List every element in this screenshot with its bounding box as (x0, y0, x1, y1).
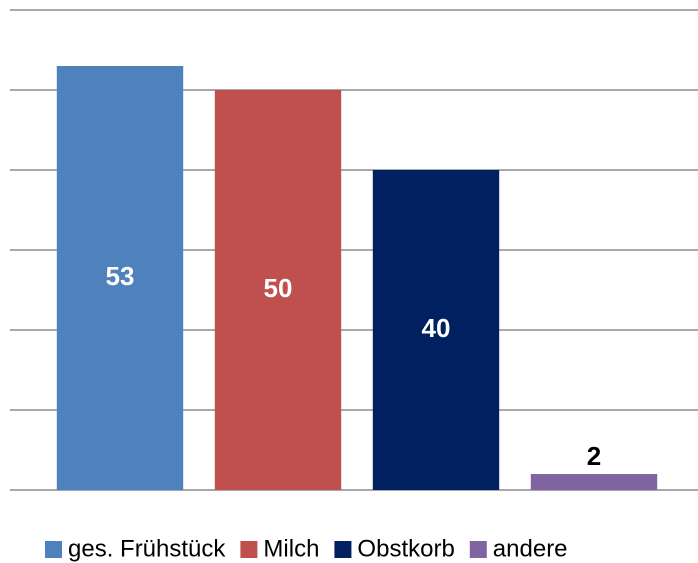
legend-label: andere (493, 535, 568, 562)
legend-swatch (45, 541, 62, 558)
bar (56, 66, 184, 490)
bar (372, 170, 500, 490)
bar (214, 90, 342, 490)
legend-label: Milch (263, 535, 319, 562)
legend-swatch (334, 541, 352, 558)
legend-swatch (240, 541, 258, 558)
legend-swatch (469, 541, 487, 558)
data-label: 40 (422, 313, 451, 343)
legend-label: ges. Frühstück (68, 535, 226, 562)
data-label: 53 (106, 261, 135, 291)
data-label: 50 (264, 273, 293, 303)
legend-label: Obstkorb (357, 535, 454, 562)
bar (530, 474, 658, 490)
data-label: 2 (587, 441, 601, 471)
